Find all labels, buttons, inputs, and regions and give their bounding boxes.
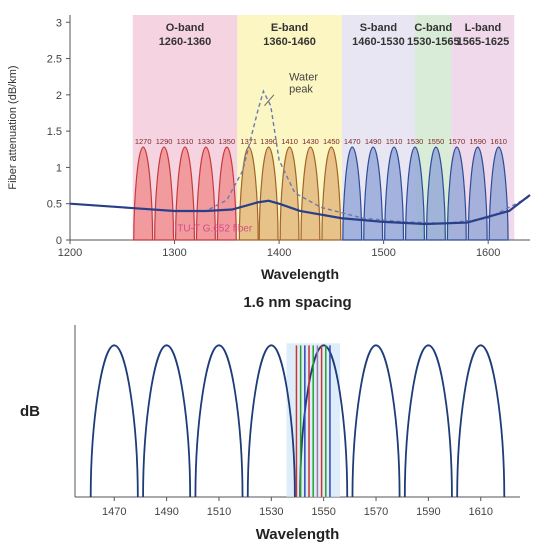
- peak-label: 1570: [448, 137, 465, 146]
- xlabel: Wavelength: [256, 526, 340, 543]
- ytick-label: 2.5: [47, 54, 62, 66]
- cwdm-peak: [143, 345, 190, 497]
- peak-label: 1490: [365, 137, 382, 146]
- peak-label: 1510: [386, 137, 403, 146]
- ytick-label: 1.5: [47, 126, 62, 138]
- ylabel: Fiber attenuation (dB/km): [7, 65, 19, 189]
- peak-label: 1590: [469, 137, 486, 146]
- peak-label: 1430: [302, 137, 319, 146]
- cwdm-peak: [352, 345, 399, 497]
- xtick-label: 1490: [154, 506, 178, 518]
- cwdm-peak: [457, 345, 504, 497]
- water-peak-label: peak: [289, 83, 313, 95]
- band-range: 1260-1360: [159, 36, 212, 48]
- peak-label: 1450: [323, 137, 340, 146]
- band-range: 1460-1530: [352, 36, 405, 48]
- peak-label: 1270: [135, 137, 152, 146]
- band-range: 1530-1565: [407, 36, 460, 48]
- band-label: S-band: [360, 22, 397, 34]
- peak-label: 1310: [177, 137, 194, 146]
- xtick-label: 1510: [207, 506, 231, 518]
- xtick-label: 1500: [371, 247, 395, 259]
- xtick-label: 1600: [476, 247, 500, 259]
- peak-label: 1290: [156, 137, 173, 146]
- fiber-label: ITU-T G.652 fiber: [175, 223, 253, 234]
- band-label: O-band: [166, 22, 205, 34]
- xtick-label: 1530: [259, 506, 283, 518]
- cwdm-peak: [91, 345, 138, 497]
- bottom-title: 1.6 nm spacing: [243, 294, 351, 311]
- band-label: C-band: [414, 22, 452, 34]
- xtick-label: 1610: [468, 506, 492, 518]
- ytick-label: 2: [56, 90, 62, 102]
- xtick-label: 1590: [416, 506, 440, 518]
- peak-label: 1550: [428, 137, 445, 146]
- xtick-label: 1570: [364, 506, 388, 518]
- xtick-label: 1470: [102, 506, 126, 518]
- peak-label: 1350: [218, 137, 235, 146]
- ytick-label: 0: [56, 235, 62, 247]
- ytick-label: 0.5: [47, 199, 62, 211]
- xtick-label: 1300: [162, 247, 186, 259]
- peak-label: 1530: [407, 137, 424, 146]
- top-chart: 0 0.5 1 1.5 2 2.5 3 1200 1300 1400 1500 1600 1270 129…: [0, 0, 545, 285]
- ytick-label: 3: [56, 17, 62, 29]
- peak-label: 1390: [260, 137, 277, 146]
- xtick-label: 1550: [311, 506, 335, 518]
- ytick-label: 1: [56, 162, 62, 174]
- band-label: E-band: [271, 22, 308, 34]
- band-range: 1360-1460: [263, 36, 316, 48]
- bottom-chart: 1.6 nm spacing 1470 1490 1510 1530 1550 1570 15…: [0, 285, 545, 545]
- xlabel: Wavelength: [261, 266, 339, 282]
- cwdm-peak: [195, 345, 242, 497]
- cwdm-peak: [405, 345, 452, 497]
- peak-label: 1410: [281, 137, 298, 146]
- water-peak-label: Water: [289, 71, 318, 83]
- peak-label: 1610: [490, 137, 507, 146]
- band-label: L-band: [465, 22, 502, 34]
- xtick-label: 1400: [267, 247, 291, 259]
- band-range: 1565-1625: [457, 36, 510, 48]
- xtick-label: 1200: [58, 247, 82, 259]
- peak-label: 1470: [344, 137, 361, 146]
- ylabel: dB: [20, 403, 40, 420]
- peak-label: 1330: [198, 137, 215, 146]
